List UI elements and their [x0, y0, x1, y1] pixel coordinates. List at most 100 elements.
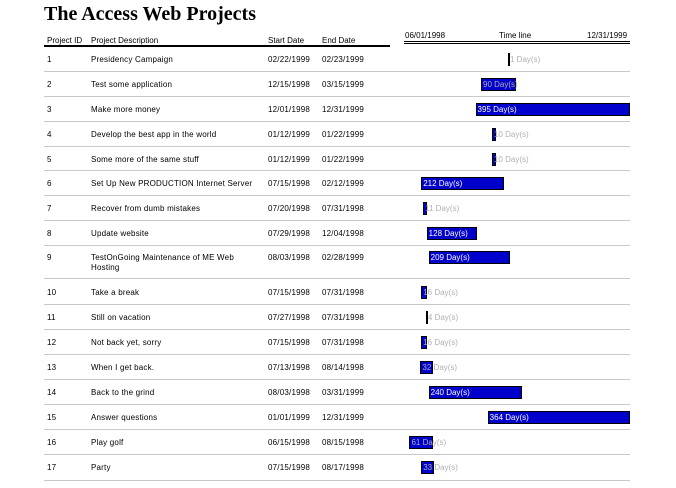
timeline-start-label: 06/01/1998 [405, 31, 446, 40]
gantt-bar [425, 311, 428, 324]
gantt-bar [508, 53, 510, 66]
project-description-cell: TestOnGoing Maintenance of ME Web Hostin… [91, 253, 234, 272]
duration-label: 10 Day(s) [493, 155, 529, 164]
row-divider [44, 429, 630, 430]
timeline-end-label: 12/31/1999 [587, 31, 628, 40]
duration-label: 395 Day(s) [477, 105, 517, 114]
duration-label: 364 Day(s) [489, 413, 529, 422]
project-description-cell: Still on vacation [91, 313, 151, 322]
row-divider [44, 146, 630, 147]
row-divider [44, 195, 630, 196]
project-id-cell: 13 [47, 363, 57, 372]
project-description-cell: Develop the best app in the world [91, 130, 217, 139]
row-divider [44, 329, 630, 330]
gantt-bar [491, 153, 496, 166]
end-date-cell: 07/31/1998 [322, 288, 365, 297]
project-description-cell: Make more money [91, 105, 161, 114]
project-id-cell: 8 [47, 229, 52, 238]
duration-label: 16 Day(s) [423, 338, 458, 347]
column-header-project-id: Project ID [47, 36, 83, 45]
duration-label: 212 Day(s) [423, 179, 463, 188]
row-divider [44, 454, 630, 455]
duration-label: 240 Day(s) [430, 388, 470, 397]
start-date-cell: 01/12/1999 [268, 155, 311, 164]
project-id-cell: 17 [47, 463, 57, 472]
duration-label: 209 Day(s) [430, 253, 470, 262]
project-description-cell: Back to the grind [91, 388, 155, 397]
column-header-start-date: Start Date [268, 36, 305, 45]
end-date-cell: 08/17/1998 [322, 463, 365, 472]
gantt-bar [420, 361, 433, 374]
gantt-bar [428, 251, 511, 264]
project-id-cell: 7 [47, 204, 52, 213]
end-date-cell: 01/22/1999 [322, 130, 365, 139]
duration-label: 33 Day(s) [423, 463, 458, 472]
duration-label: 1 Day(s) [510, 55, 541, 64]
project-description-cell: Some more of the same stuff [91, 155, 199, 164]
row-divider [44, 404, 630, 405]
project-description-cell: Take a break [91, 288, 140, 297]
project-description-cell: Presidency Campaign [91, 55, 174, 64]
end-date-cell: 02/12/1999 [322, 179, 365, 188]
end-date-cell: 03/15/1999 [322, 80, 365, 89]
project-id-cell: 2 [47, 80, 52, 89]
start-date-cell: 12/01/1998 [268, 105, 311, 114]
gantt-bar [487, 411, 630, 424]
gantt-bar [421, 336, 428, 349]
project-id-cell: 12 [47, 338, 57, 347]
project-description-cell: Party [91, 463, 111, 472]
project-description-cell: Play golf [91, 438, 124, 447]
row-divider [44, 121, 630, 122]
timeline-center-label: Time line [499, 31, 532, 40]
gantt-bar [409, 436, 434, 449]
start-date-cell: 07/20/1998 [268, 204, 311, 213]
project-id-cell: 15 [47, 413, 57, 422]
duration-label: 128 Day(s) [428, 229, 468, 238]
row-divider [44, 480, 630, 481]
project-id-cell: 14 [47, 388, 57, 397]
gantt-bar [481, 78, 517, 91]
project-description-cell: Set Up New PRODUCTION Internet Server [91, 179, 253, 188]
row-divider [44, 71, 630, 72]
row-divider [44, 96, 630, 97]
end-date-cell: 12/31/1999 [322, 105, 365, 114]
end-date-cell: 01/22/1999 [322, 155, 365, 164]
project-id-cell: 11 [47, 313, 56, 322]
end-date-cell: 08/14/1998 [322, 363, 365, 372]
project-description-cell: Not back yet, sorry [91, 338, 162, 347]
timeline-axis [404, 41, 630, 44]
start-date-cell: 01/12/1999 [268, 130, 311, 139]
duration-label: 11 Day(s) [425, 204, 460, 213]
report-title: The Access Web Projects [44, 3, 257, 25]
row-divider [44, 170, 630, 171]
start-date-cell: 12/15/1998 [268, 80, 311, 89]
start-date-cell: 07/15/1998 [268, 179, 311, 188]
end-date-cell: 07/31/1998 [322, 313, 365, 322]
duration-label: 61 Day(s) [411, 438, 447, 447]
start-date-cell: 07/27/1998 [268, 313, 311, 322]
start-date-cell: 07/15/1998 [268, 338, 311, 347]
project-id-cell: 3 [47, 105, 52, 114]
row-divider [44, 354, 630, 355]
column-header-description: Project Description [91, 36, 159, 45]
gantt-bar [426, 227, 477, 240]
project-description-cell: When I get back. [91, 363, 155, 372]
gantt-bar [421, 286, 428, 299]
row-divider [44, 245, 630, 246]
end-date-cell: 02/28/1999 [322, 253, 365, 262]
end-date-cell: 02/23/1999 [322, 55, 365, 64]
end-date-cell: 12/04/1998 [322, 229, 365, 238]
project-id-cell: 6 [47, 179, 52, 188]
project-description-cell: Test some application [91, 80, 173, 89]
end-date-cell: 07/31/1998 [322, 338, 365, 347]
start-date-cell: 07/13/1998 [268, 363, 311, 372]
row-divider [44, 278, 630, 279]
start-date-cell: 02/22/1999 [268, 55, 311, 64]
row-divider [44, 304, 630, 305]
project-id-cell: 1 [47, 55, 52, 64]
project-id-cell: 16 [47, 438, 57, 447]
duration-label: 4 Day(s) [427, 313, 459, 322]
gantt-bar [428, 386, 523, 399]
project-description-cell: Recover from dumb mistakes [91, 204, 201, 213]
end-date-cell: 12/31/1999 [322, 413, 365, 422]
